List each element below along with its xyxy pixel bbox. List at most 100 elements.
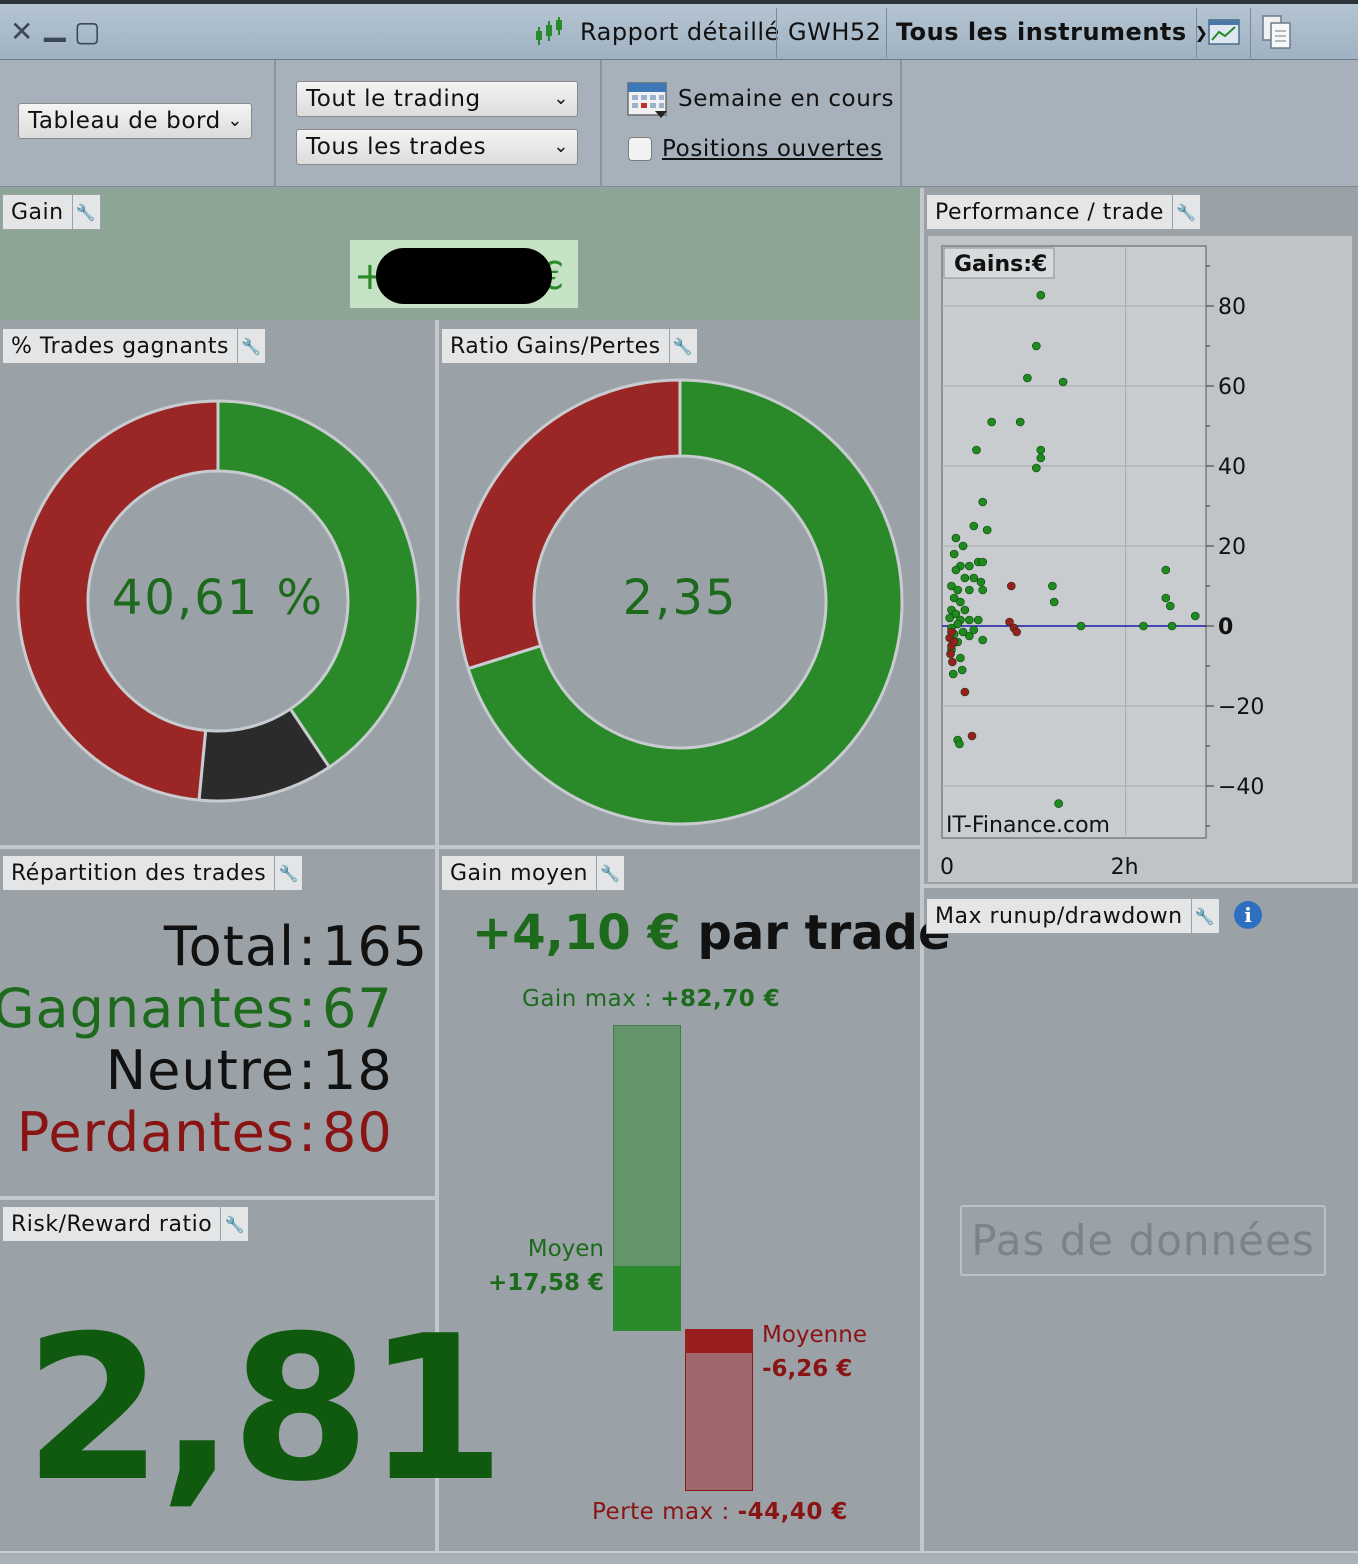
scatter-point-gain[interactable] [978, 635, 988, 645]
scatter-point-loss[interactable] [1007, 581, 1016, 591]
scatter-point-gain[interactable] [956, 597, 965, 607]
scatter-point-loss[interactable] [949, 637, 959, 647]
scatter-point-gain[interactable] [965, 561, 974, 571]
scatter-point-loss[interactable] [1012, 627, 1021, 637]
scatter-point-gain[interactable] [982, 525, 992, 535]
scatter-point-gain[interactable] [951, 565, 961, 575]
wrench-icon[interactable]: 🔧 [595, 856, 624, 890]
gain-value-box: + € [350, 240, 578, 308]
chart-window-icon[interactable] [1208, 4, 1240, 60]
scatter-point-gain[interactable] [949, 593, 959, 603]
wrench-icon[interactable]: 🔧 [236, 329, 265, 363]
scatter-point-gain[interactable] [960, 573, 970, 583]
scatter-point-gain[interactable] [978, 497, 988, 507]
scatter-point-loss[interactable] [1005, 617, 1014, 627]
scatter-point-gain[interactable] [1032, 463, 1041, 473]
period-label[interactable]: Semaine en cours [678, 86, 895, 112]
scatter-point-gain[interactable] [1023, 373, 1032, 383]
scatter-point-gain[interactable] [969, 625, 979, 635]
scatter-point-gain[interactable] [987, 417, 996, 427]
chevron-down-icon: ⌄ [553, 88, 569, 109]
scatter-point-gain[interactable] [976, 577, 986, 587]
scatter-point-gain[interactable] [1032, 341, 1041, 351]
open-positions-checkbox[interactable] [628, 137, 652, 161]
wrench-icon[interactable]: 🔧 [1190, 899, 1219, 933]
wrench-icon[interactable]: 🔧 [1171, 195, 1200, 229]
avg-gain-suffix: par trade [697, 905, 951, 961]
scatter-point-gain[interactable] [945, 613, 954, 623]
panel-title-label: Max runup/drawdown [935, 903, 1183, 929]
scatter-point-gain[interactable] [948, 669, 958, 679]
scatter-point-gain[interactable] [949, 549, 959, 559]
wrench-icon[interactable]: 🔧 [220, 1207, 248, 1241]
scatter-point-gain[interactable] [960, 605, 970, 615]
wrench-icon[interactable]: 🔧 [274, 856, 302, 890]
scatter-point-gain[interactable] [1036, 453, 1046, 463]
document-copy-icon[interactable] [1262, 4, 1292, 60]
panel-title: Risk/Reward ratio 🔧 [2, 1206, 250, 1242]
scatter-point-gain[interactable] [978, 557, 988, 567]
scatter-point-gain[interactable] [951, 609, 961, 619]
info-icon[interactable]: i [1234, 901, 1262, 929]
scatter-point-gain[interactable] [1036, 290, 1046, 300]
instruments-selector[interactable]: Tous les instruments ❯ [896, 4, 1209, 60]
panel-title: Max runup/drawdown 🔧 [926, 898, 1220, 934]
scatter-point-gain[interactable] [1190, 611, 1200, 621]
perf-scatter-chart[interactable]: 80 60 40 20 0 −20 −40 0 2h Gains:€ IT-Finance.com [928, 236, 1352, 882]
scatter-point-gain[interactable] [1165, 601, 1175, 611]
trades-select[interactable]: Tous les trades ⌄ [296, 129, 578, 165]
scatter-point-gain[interactable] [953, 585, 963, 595]
wrench-icon[interactable]: 🔧 [71, 195, 100, 229]
trading-select[interactable]: Tout le trading ⌄ [296, 81, 578, 117]
view-select[interactable]: Tableau de bord ⌄ [18, 103, 252, 139]
scatter-point-gain[interactable] [1139, 621, 1148, 631]
scatter-point-gain[interactable] [965, 585, 974, 595]
scatter-point-gain[interactable] [958, 627, 968, 637]
scatter-point-gain[interactable] [965, 631, 974, 641]
scatter-point-gain[interactable] [947, 581, 956, 591]
scatter-point-gain[interactable] [1161, 593, 1171, 603]
calendar-icon[interactable] [627, 79, 669, 123]
scatter-point-gain[interactable] [1076, 621, 1086, 631]
scatter-point-gain[interactable] [958, 541, 968, 551]
repartition-value: 80 [322, 1101, 393, 1164]
bottom-scrollbar[interactable] [0, 1551, 1358, 1564]
avg-gain-value: +4,10 € [472, 905, 681, 961]
scatter-point-gain[interactable] [973, 615, 983, 625]
scatter-point-gain[interactable] [957, 665, 967, 675]
scatter-point-gain[interactable] [1058, 377, 1068, 387]
view-select-value: Tableau de bord [28, 108, 221, 134]
scatter-point-gain[interactable] [1161, 565, 1171, 575]
scatter-point-loss[interactable] [948, 657, 957, 667]
scatter-point-gain[interactable] [972, 445, 981, 455]
scatter-point-gain[interactable] [1167, 621, 1177, 631]
scatter-point-gain[interactable] [953, 619, 963, 629]
scatter-point-gain[interactable] [955, 739, 964, 749]
scatter-point-gain[interactable] [965, 615, 974, 625]
scatter-point-loss[interactable] [960, 687, 970, 697]
donut-slice-perdantes [16, 399, 220, 802]
ratio-panel: Ratio Gains/Pertes 🔧 [439, 322, 920, 845]
open-positions-label[interactable]: Positions ouvertes [662, 136, 883, 162]
perte-max-text: Perte max : -44,40 € [592, 1499, 848, 1525]
scatter-point-gain[interactable] [951, 533, 961, 543]
scatter-point-gain[interactable] [1049, 597, 1059, 607]
wrench-icon[interactable]: 🔧 [668, 329, 697, 363]
panel-title-label: % Trades gagnants [11, 333, 229, 359]
scatter-point-gain[interactable] [969, 573, 979, 583]
scatter-point-gain[interactable] [1048, 581, 1057, 591]
scatter-point-gain[interactable] [1036, 445, 1046, 455]
y-tick-label: 80 [1218, 295, 1246, 320]
close-icon[interactable]: ✕ [10, 15, 34, 48]
scatter-point-gain[interactable] [1015, 417, 1025, 427]
account-selector[interactable]: GWH52 [788, 18, 882, 46]
scatter-point-gain[interactable] [978, 585, 988, 595]
scatter-point-gain[interactable] [956, 653, 965, 663]
minimize-icon[interactable]: ▁ [44, 9, 66, 42]
scatter-point-loss[interactable] [967, 731, 977, 741]
scatter-point-gain[interactable] [1054, 799, 1063, 808]
scatter-point-loss[interactable] [946, 649, 955, 659]
scatter-point-gain[interactable] [969, 521, 979, 531]
maximize-icon[interactable]: ▢ [74, 15, 101, 48]
scatter-point-loss[interactable] [947, 627, 956, 637]
